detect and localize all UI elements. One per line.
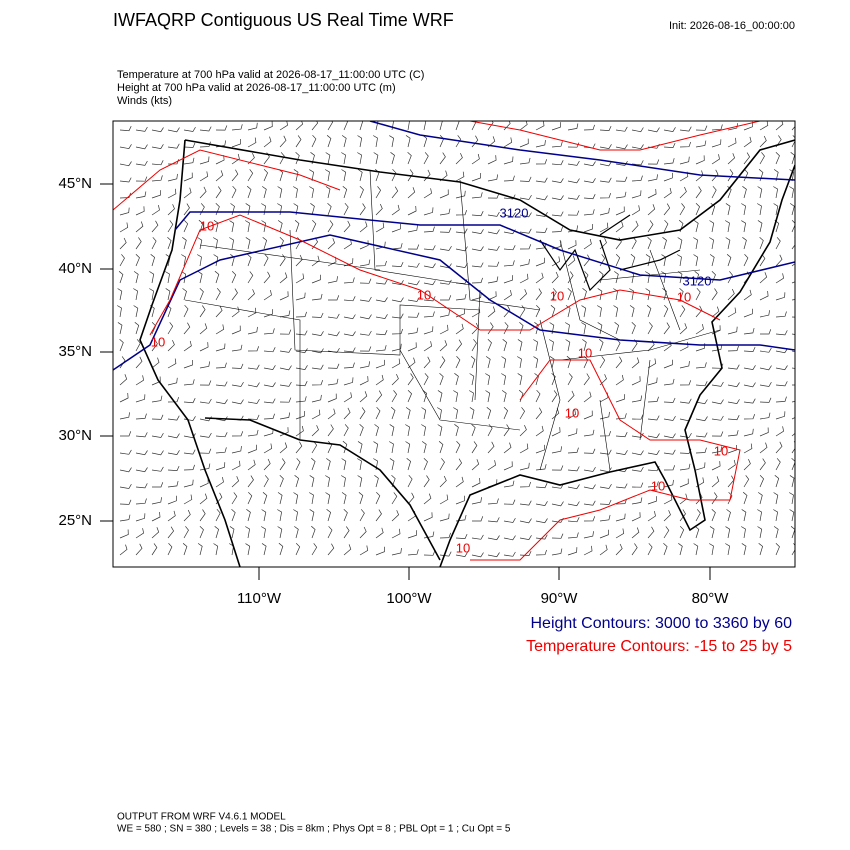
footer-model: OUTPUT FROM WRF V4.6.1 MODEL bbox=[117, 812, 286, 823]
lat-label: 45°N bbox=[58, 175, 92, 192]
temperature-contours bbox=[113, 121, 761, 561]
temperature-contour bbox=[113, 149, 341, 211]
temperature-contour bbox=[149, 214, 721, 336]
height-legend: Height Contours: 3000 to 3360 by 60 bbox=[530, 615, 792, 632]
footer-config: WE = 580 ; SN = 380 ; Levels = 38 ; Dis … bbox=[117, 824, 511, 835]
axis-ticks: 45°N 40°N 35°N 30°N 25°N 110°W 100°W 90°W 80°W bbox=[58, 175, 729, 607]
wind-barb bbox=[117, 121, 795, 558]
lat-label: 25°N bbox=[58, 512, 92, 529]
lat-label: 35°N bbox=[58, 343, 92, 360]
temperature-contour-label: 10 bbox=[151, 334, 165, 349]
temperature-contour bbox=[469, 121, 761, 151]
init-time: Init: 2026-08-16_00:00:00 bbox=[669, 20, 795, 32]
lon-label: 110°W bbox=[237, 590, 282, 607]
lat-label: 40°N bbox=[58, 260, 92, 277]
temperature-contour-label: 10 bbox=[417, 287, 431, 302]
temperature-contour-label: 10 bbox=[651, 478, 665, 493]
mexico-border bbox=[204, 417, 441, 561]
lon-label: 80°W bbox=[692, 590, 730, 607]
height-contour-label: 3120 bbox=[500, 205, 529, 220]
temperature-contour-label: 10 bbox=[565, 405, 579, 420]
temperature-contour-label: 10 bbox=[200, 218, 214, 233]
lon-label: 100°W bbox=[386, 590, 432, 607]
height-contour-label: 3120 bbox=[683, 273, 712, 288]
temperature-contour-label: 10 bbox=[578, 345, 592, 360]
temperature-contour-label: 10 bbox=[456, 540, 470, 555]
field-label: Temperature at 700 hPa valid at 2026-08-… bbox=[117, 69, 424, 81]
height-contour bbox=[113, 234, 795, 371]
height-contour bbox=[174, 211, 795, 281]
temperature-contour-label: 10 bbox=[677, 289, 691, 304]
title: IWFAQRP Contiguous US Real Time WRF bbox=[113, 10, 454, 30]
field-label: Height at 700 hPa valid at 2026-08-17_11… bbox=[117, 82, 396, 94]
height-contours bbox=[113, 121, 795, 371]
field-label: Winds (kts) bbox=[117, 95, 172, 107]
temperature-contour bbox=[470, 359, 741, 561]
temperature-legend: Temperature Contours: -15 to 25 by 5 bbox=[526, 638, 792, 655]
lat-label: 30°N bbox=[58, 427, 92, 444]
temperature-contour-label: 10 bbox=[714, 443, 728, 458]
lon-label: 90°W bbox=[541, 590, 579, 607]
height-contour bbox=[369, 121, 795, 181]
map-frame bbox=[112, 120, 796, 568]
wind-barbs bbox=[117, 121, 795, 558]
temperature-contour-label: 10 bbox=[550, 288, 564, 303]
coastline-border bbox=[139, 139, 795, 567]
